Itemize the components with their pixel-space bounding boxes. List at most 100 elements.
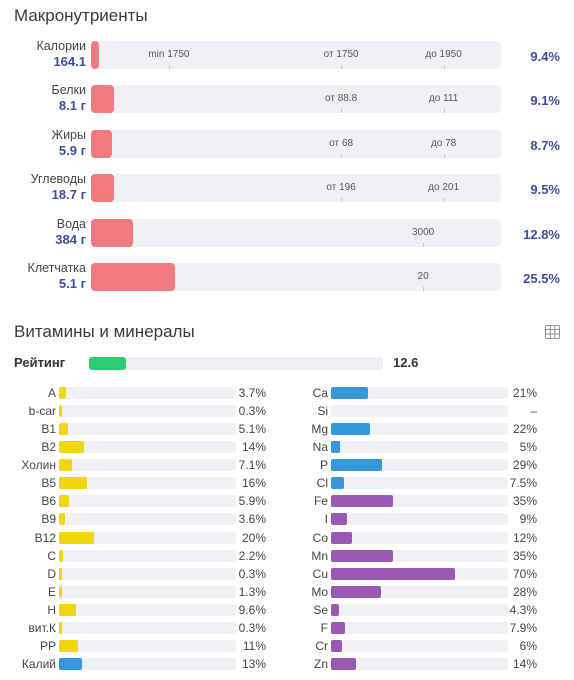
nutrient-row: F 7.9%: [0, 621, 574, 635]
norm-marker-label: 3000: [411, 226, 435, 238]
nutrient-bar-fill: [59, 495, 70, 508]
macro-percent: 9.1%: [530, 93, 560, 109]
nutrient-name: b-car: [28, 404, 56, 419]
macro-name: Жиры: [51, 127, 86, 142]
macro-percent: 9.4%: [530, 49, 560, 64]
nutrient-percent: 5%: [519, 440, 537, 455]
nutrient-percent: 0.3%: [238, 620, 266, 635]
nutrient-name: Se: [313, 602, 328, 617]
macro-name: Белки: [51, 83, 87, 98]
macro-row: Углеводы 18.7 г от 196 до 201 9.5%: [0, 172, 574, 208]
nutrient-row: H 9.6%: [0, 603, 574, 617]
nutrient-name: Fe: [313, 494, 328, 509]
nutrient-percent: 0.3%: [238, 566, 266, 581]
nutrient-bar-track: [59, 477, 236, 490]
nutrient-name: Холин: [21, 458, 56, 473]
macro-name: Калории: [36, 39, 86, 53]
macro-bar-fill: [91, 129, 112, 158]
macro-name: Углеводы: [30, 172, 86, 187]
macro-value: 5.9 г: [58, 142, 86, 158]
nutrient-row: D 0.3%: [0, 567, 574, 581]
nutrient-row: B2 14%: [0, 440, 574, 454]
nutrient-bar-fill: [59, 387, 66, 399]
nutrient-row: Na 5%: [0, 440, 574, 454]
nutrient-name: Cl: [316, 476, 328, 491]
macro-bar-track: от 88.8 до 111: [91, 85, 501, 114]
macro-name: Вода: [56, 216, 86, 231]
nutrient-name: Co: [312, 530, 328, 545]
nutrient-row: Холин 7.1%: [0, 458, 574, 472]
nutrient-percent: 28%: [512, 584, 537, 599]
nutrient-bar-track: [59, 567, 236, 580]
nutrient-row: A 3.7%: [0, 386, 574, 400]
macro-row: Вода 384 г 3000 12.8%: [0, 217, 574, 253]
norm-marker-label: от 68: [329, 137, 354, 149]
nutrient-percent: 21%: [512, 386, 537, 400]
nutrient-bar-track: [59, 495, 236, 508]
nutrient-percent: 22%: [512, 422, 537, 437]
nutrient-percent: 12%: [512, 530, 537, 545]
macro-bar-track: от 196 до 201: [91, 174, 501, 203]
nutrient-bar-fill: [59, 549, 63, 562]
macro-bar-fill: [91, 174, 114, 203]
macronutrients-title: Макронутриенты: [14, 6, 148, 25]
norm-marker-tick: [423, 287, 425, 291]
nutrient-bar-fill: [331, 639, 342, 652]
nutrient-row: P 29%: [0, 458, 574, 472]
norm-marker-label: от 1750: [323, 49, 359, 60]
nutrient-row: I 9%: [0, 512, 574, 526]
nutrient-row: B6 5.9%: [0, 494, 574, 508]
rating-value: 12.6: [393, 355, 419, 370]
nutrient-bar-fill: [331, 603, 339, 616]
nutrient-row: Cr 6%: [0, 639, 574, 653]
nutrient-percent: 70%: [512, 566, 537, 581]
nutrient-bar-fill: [331, 621, 345, 634]
nutrient-name: PP: [39, 638, 56, 653]
nutrient-percent: 2.2%: [238, 548, 266, 563]
nutrient-name: E: [47, 584, 56, 599]
nutrient-bar-track: [59, 585, 236, 598]
nutrient-bar-fill: [331, 513, 347, 526]
nutrient-bar-track: [331, 585, 508, 598]
nutrient-bar-track: [59, 531, 236, 544]
nutrient-row: PP 11%: [0, 639, 574, 653]
nutrient-bar-track: [59, 387, 236, 399]
nutrient-percent: 5.9%: [238, 494, 266, 509]
table-icon[interactable]: [545, 325, 560, 339]
macro-bar-track: 3000: [91, 218, 501, 247]
macro-bar-fill: [91, 85, 114, 114]
nutrient-name: A: [47, 386, 56, 400]
nutrient-bar-track: [59, 459, 236, 472]
nutrient-bar-track: [331, 477, 508, 490]
norm-marker-tick: [341, 153, 343, 158]
norm-marker-label: до 111: [428, 93, 459, 105]
nutrient-row: Si –: [0, 404, 574, 418]
nutrient-row: B9 3.6%: [0, 512, 574, 526]
nutrient-name: B2: [41, 440, 56, 455]
nutrient-percent: 14%: [512, 657, 537, 672]
nutrient-bar-track: [331, 423, 508, 436]
macro-percent: 25.5%: [523, 271, 560, 286]
nutrient-row: Mn 35%: [0, 549, 574, 563]
nutrient-bar-fill: [331, 423, 370, 436]
nutrient-bar-track: [331, 459, 508, 472]
nutrient-percent: 3.7%: [238, 386, 266, 400]
nutrient-row: Co 12%: [0, 531, 574, 545]
nutrient-bar-fill: [59, 585, 62, 598]
nutrient-name: F: [320, 620, 328, 635]
nutrient-name: Mo: [311, 584, 328, 599]
nutrient-bar-track: [59, 549, 236, 562]
nutrient-percent: 16%: [241, 476, 266, 491]
macro-bar-fill: [91, 41, 99, 69]
nutrient-bar-track: [331, 567, 508, 580]
nutrient-bar-fill: [59, 603, 76, 616]
nutrient-percent: 14%: [241, 440, 266, 455]
nutrient-bar-track: [331, 603, 508, 616]
nutrient-name: I: [324, 512, 328, 527]
nutrient-bar-fill: [59, 567, 62, 580]
nutrient-bar-fill: [331, 477, 345, 490]
norm-marker-tick: [341, 65, 343, 69]
nutrient-bar-fill: [59, 513, 66, 526]
nutrient-bar-track: [331, 621, 508, 634]
nutrient-name: B1: [41, 422, 56, 437]
